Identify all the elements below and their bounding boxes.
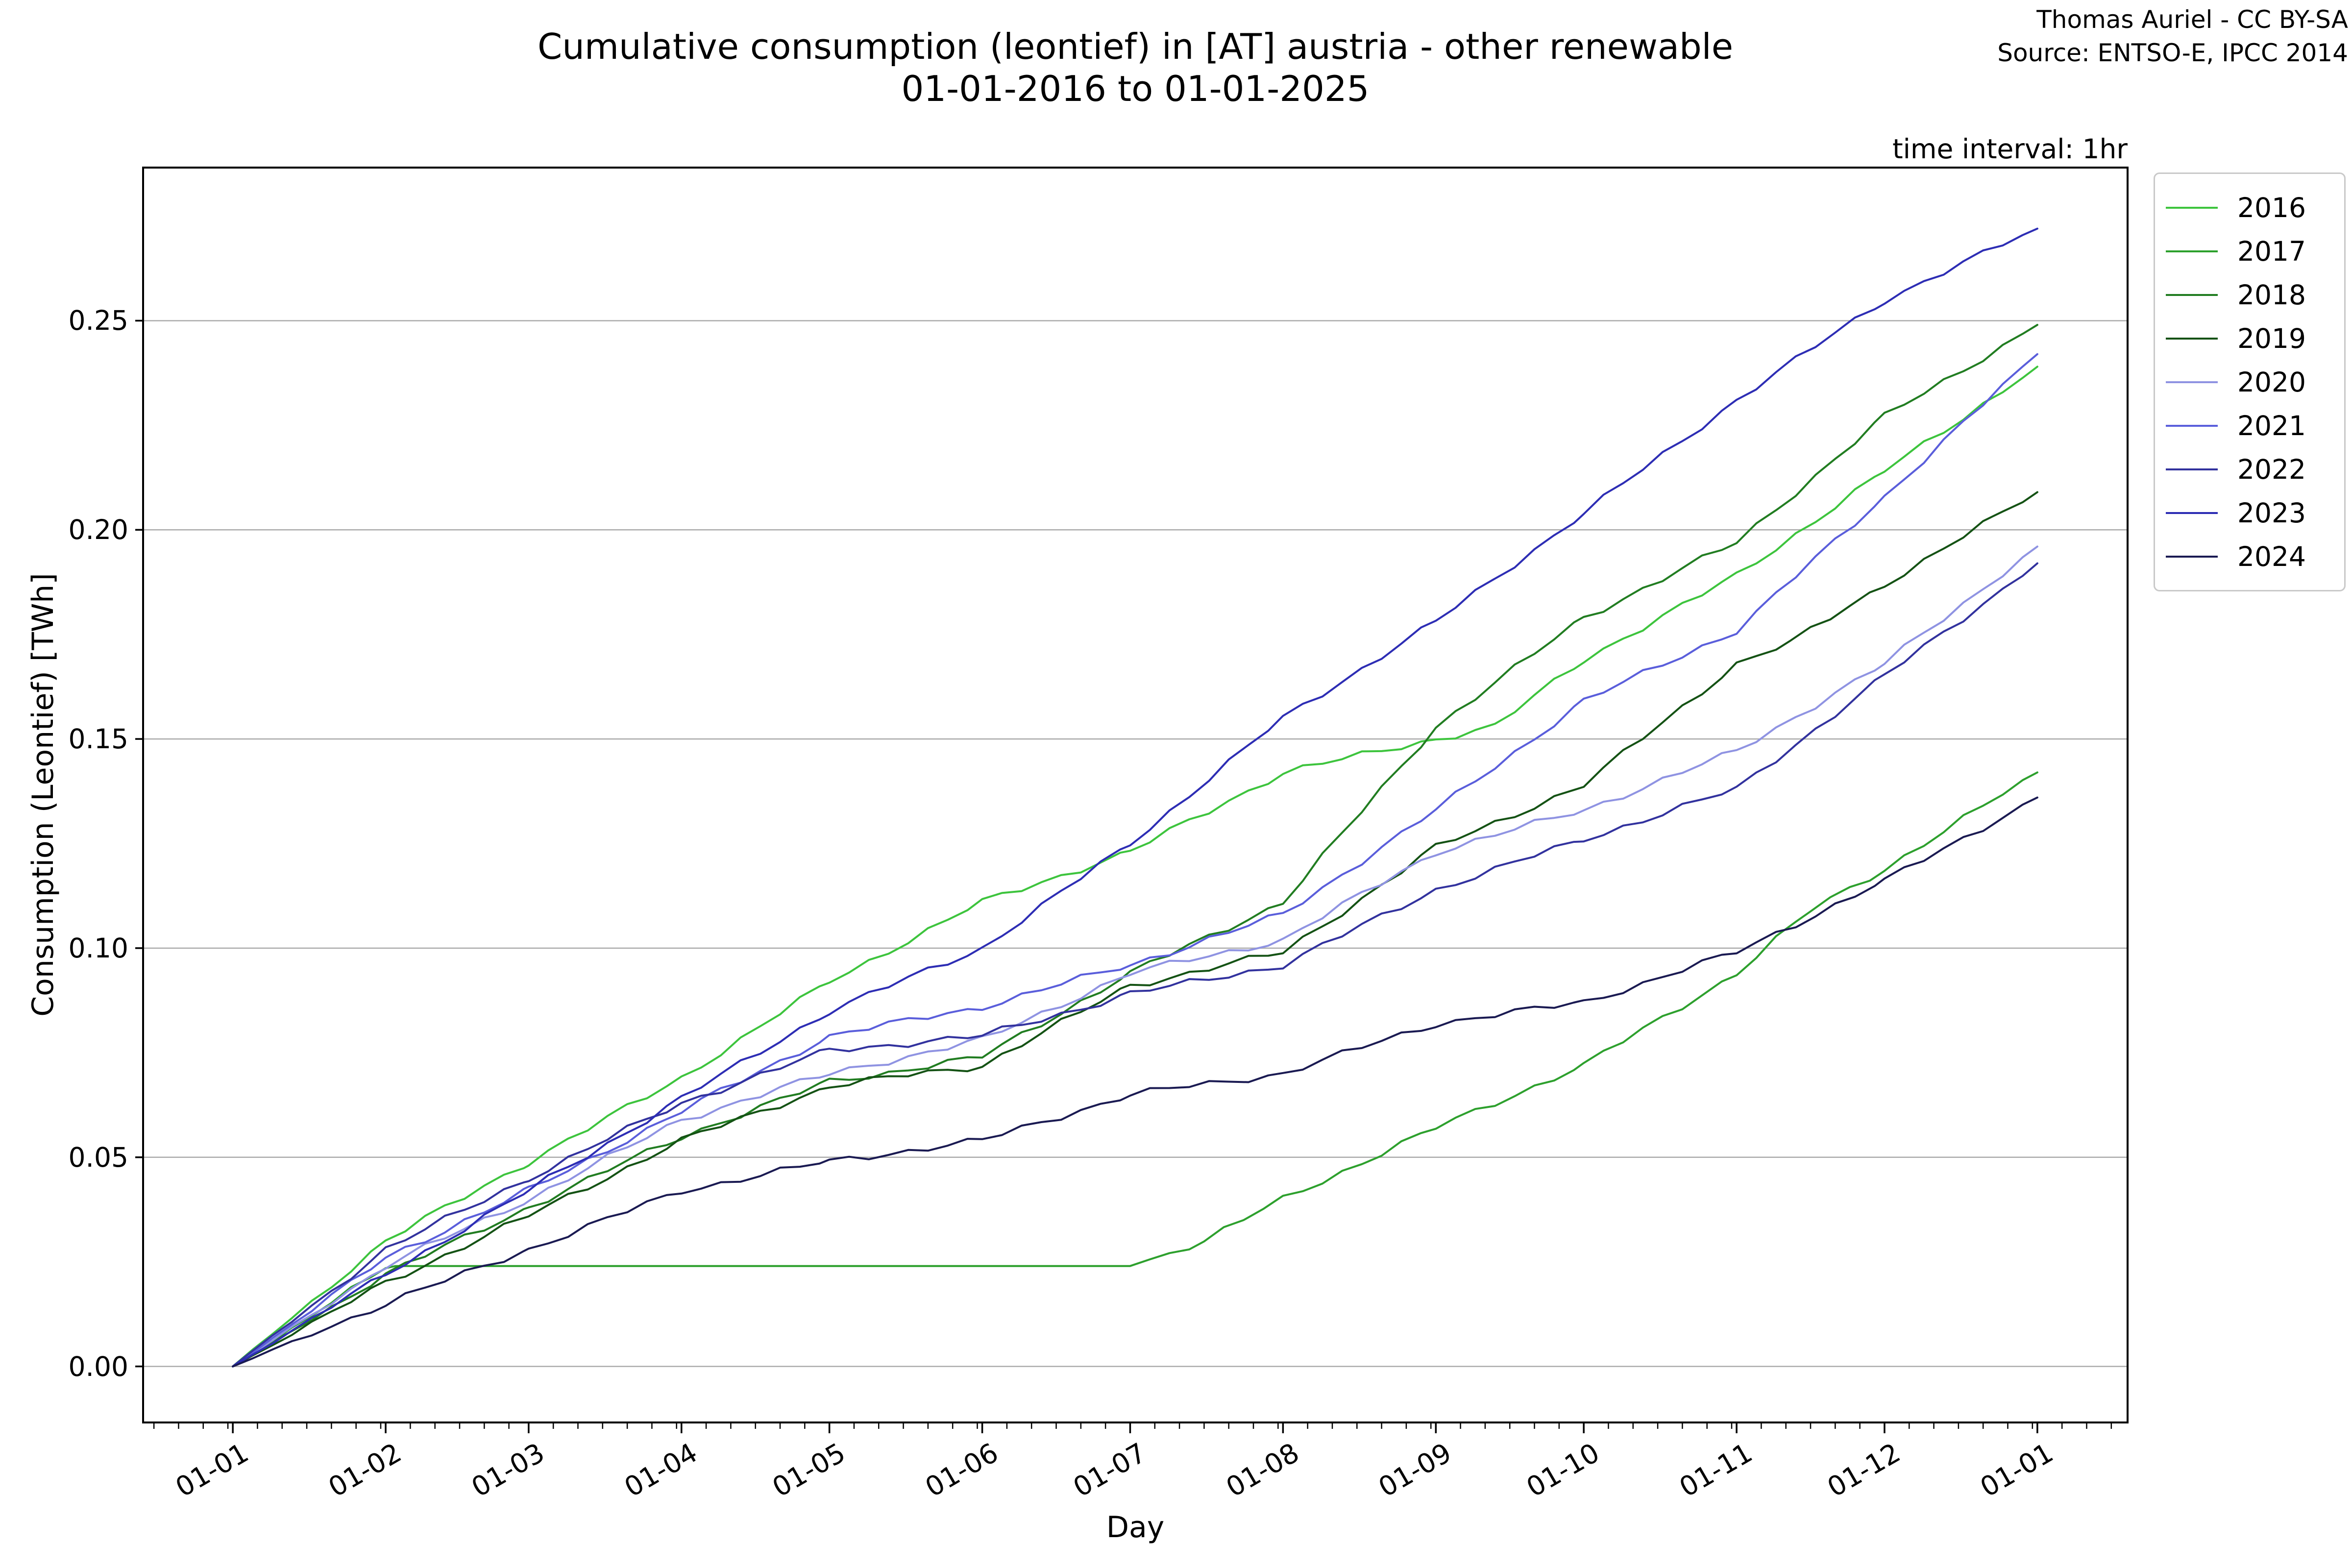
legend-item-2019: 2019 — [2155, 317, 2344, 360]
legend-item-2020: 2020 — [2155, 360, 2344, 404]
legend-item-2023: 2023 — [2155, 491, 2344, 535]
legend-line-swatch-2016 — [2166, 206, 2218, 209]
legend-line-swatch-2022 — [2166, 468, 2218, 470]
legend-line-swatch-2017 — [2166, 250, 2218, 252]
legend-line-swatch-2018 — [2166, 294, 2218, 296]
chart-title: Cumulative consumption (leontief) in [AT… — [143, 25, 2128, 110]
legend-label-2022: 2022 — [2237, 453, 2306, 485]
y-tick-label-0.15: 0.15 — [68, 723, 128, 755]
legend-label-2021: 2021 — [2237, 410, 2306, 441]
legend-line-swatch-2019 — [2166, 337, 2218, 340]
attribution-source: Source: ENTSO-E, IPCC 2014 — [1997, 39, 2348, 67]
legend-item-2021: 2021 — [2155, 404, 2344, 447]
y-tick-label-0.05: 0.05 — [68, 1141, 128, 1173]
legend-item-2022: 2022 — [2155, 447, 2344, 491]
legend-item-2017: 2017 — [2155, 229, 2344, 273]
series-line-2022 — [232, 562, 2038, 1368]
time-interval-note: time interval: 1hr — [1892, 133, 2128, 165]
series-line-2020 — [232, 545, 2038, 1368]
attribution: Thomas Auriel - CC BY-SA Source: ENTSO-E… — [1997, 3, 2348, 70]
attribution-author: Thomas Auriel - CC BY-SA — [2036, 5, 2348, 34]
legend-label-2020: 2020 — [2237, 366, 2306, 398]
legend-label-2016: 2016 — [2237, 192, 2306, 223]
series-line-2016 — [232, 366, 2038, 1368]
series-line-2021 — [232, 353, 2038, 1368]
x-axis-label: Day — [1106, 1510, 1165, 1544]
legend-line-swatch-2024 — [2166, 555, 2218, 558]
legend-label-2018: 2018 — [2237, 279, 2306, 311]
series-line-2019 — [232, 491, 2038, 1368]
y-tick-label-0.10: 0.10 — [68, 932, 128, 964]
legend-line-swatch-2023 — [2166, 512, 2218, 514]
legend-item-2018: 2018 — [2155, 273, 2344, 317]
legend-label-2017: 2017 — [2237, 235, 2306, 267]
chart-title-line2: 01-01-2016 to 01-01-2025 — [901, 68, 1370, 109]
legend-item-2016: 2016 — [2155, 186, 2344, 229]
legend-label-2023: 2023 — [2237, 497, 2306, 529]
series-line-2023 — [232, 227, 2038, 1368]
axes-frame — [142, 167, 2129, 1423]
series-line-2017 — [232, 771, 2038, 1368]
chart-title-line1: Cumulative consumption (leontief) in [AT… — [538, 26, 1733, 67]
legend-item-2024: 2024 — [2155, 535, 2344, 578]
legend-label-2024: 2024 — [2237, 540, 2306, 572]
legend-label-2019: 2019 — [2237, 322, 2306, 354]
y-tick-label-0.25: 0.25 — [68, 305, 128, 337]
legend-line-swatch-2020 — [2166, 381, 2218, 383]
series-line-2018 — [232, 324, 2038, 1368]
legend-line-swatch-2021 — [2166, 424, 2218, 427]
y-tick-label-0.00: 0.00 — [68, 1350, 128, 1382]
series-line-2024 — [232, 796, 2038, 1368]
y-tick-label-0.20: 0.20 — [68, 514, 128, 546]
legend: 2016 2017 2018 2019 2020 2021 2022 2023 2024 — [2154, 172, 2346, 591]
